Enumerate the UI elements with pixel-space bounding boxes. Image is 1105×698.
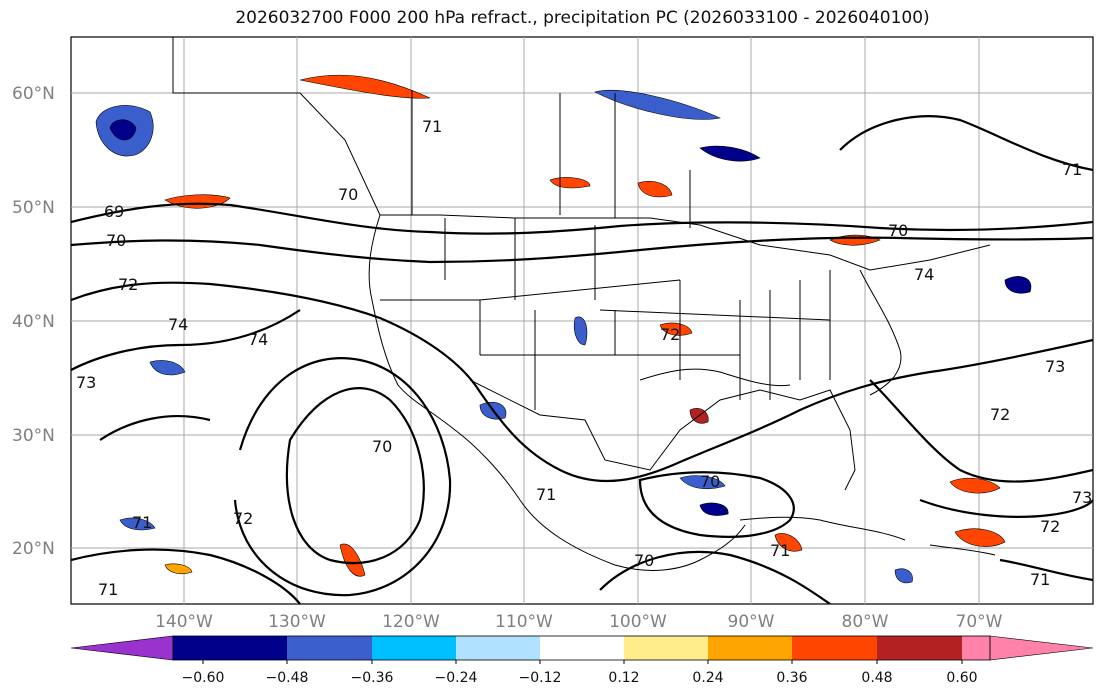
colorbar-ticks: [202, 660, 963, 664]
colorbar-swatch: [624, 636, 708, 660]
contour-label: 70: [338, 185, 358, 204]
lat-label-50n: 50°N: [12, 198, 55, 218]
colorbar-swatch: [962, 636, 990, 660]
contour-label: 71: [536, 485, 556, 504]
contour-label: 72: [990, 405, 1010, 424]
colorbar-tick-label: −0.24: [435, 670, 478, 686]
colorbar-tick-label: −0.48: [266, 670, 309, 686]
contour-label: 69: [104, 202, 124, 221]
colorbar-swatch: [456, 636, 540, 660]
colorbar-extend-high: [989, 635, 1094, 661]
map-title: 2026032700 F000 200 hPa refract., precip…: [235, 8, 930, 28]
lon-label-120w: 120°W: [382, 612, 440, 632]
contour-label: 74: [248, 330, 268, 349]
contour-label: 73: [1045, 357, 1065, 376]
map-panel[interactable]: 69 70 70 70 70 70 71 71 71 71 71 71 72 7…: [70, 36, 1094, 605]
lon-label-140w: 140°W: [155, 612, 213, 632]
contour-label: 70: [372, 437, 392, 456]
contour-label: 70: [888, 221, 908, 240]
lon-label-110w: 110°W: [495, 612, 553, 632]
contour-label: 71: [98, 580, 118, 599]
colorbar-extend-low: [70, 635, 174, 661]
contour-label: 71: [770, 541, 790, 560]
colorbar-swatch: [792, 636, 877, 660]
contour-label: 71: [1062, 160, 1082, 179]
colorbar-tick-label: 0.60: [946, 670, 977, 686]
refractivity-contours: [71, 115, 1093, 604]
colorbar-tick-label: 0.48: [861, 670, 892, 686]
contour-label: 71: [1030, 570, 1050, 589]
longitude-labels: 140°W 130°W 120°W 110°W 100°W 90°W 80°W …: [155, 612, 1003, 632]
graticule: [71, 37, 1093, 604]
coastlines-borders: [172, 37, 996, 571]
contour-label: 74: [168, 315, 188, 334]
lon-label-130w: 130°W: [268, 612, 326, 632]
lon-label-100w: 100°W: [609, 612, 667, 632]
colorbar: −0.60 −0.48 −0.36 −0.24 −0.12 0.12 0.24 …: [70, 635, 1094, 686]
contour-label: 72: [1040, 517, 1060, 536]
lon-label-80w: 80°W: [842, 612, 889, 632]
colorbar-tick-label: −0.12: [519, 670, 562, 686]
contour-labels: 69 70 70 70 70 70 71 71 71 71 71 71 72 7…: [76, 117, 1092, 599]
colorbar-swatch: [708, 636, 792, 660]
colorbar-swatch: [877, 636, 962, 660]
latitude-labels: 60°N 50°N 40°N 30°N 20°N: [12, 84, 55, 559]
colorbar-swatch: [540, 636, 624, 660]
colorbar-tick-label: 0.24: [692, 670, 723, 686]
lat-label-20n: 20°N: [12, 539, 55, 559]
colorbar-swatch: [173, 636, 287, 660]
colorbar-tick-label: −0.60: [182, 670, 225, 686]
colorbar-tick-label: 0.12: [608, 670, 639, 686]
colorbar-tick-label: −0.36: [351, 670, 394, 686]
contour-label: 73: [76, 373, 96, 392]
contour-label: 74: [914, 265, 934, 284]
contour-label: 72: [233, 509, 253, 528]
lat-label-40n: 40°N: [12, 312, 55, 332]
lat-label-60n: 60°N: [12, 84, 55, 104]
colorbar-swatch: [372, 636, 456, 660]
contour-label: 72: [118, 275, 138, 294]
contour-label: 70: [634, 551, 654, 570]
colorbar-tick-label: 0.36: [776, 670, 807, 686]
contour-label: 70: [106, 231, 126, 250]
contour-label: 70: [700, 472, 720, 491]
lat-label-30n: 30°N: [12, 426, 55, 446]
lon-label-90w: 90°W: [728, 612, 775, 632]
colorbar-swatch: [287, 636, 372, 660]
contour-label: 71: [422, 117, 442, 136]
contour-label: 73: [1072, 488, 1092, 507]
contour-label: 71: [132, 513, 152, 532]
lon-label-70w: 70°W: [956, 612, 1003, 632]
contour-label: 72: [660, 325, 680, 344]
